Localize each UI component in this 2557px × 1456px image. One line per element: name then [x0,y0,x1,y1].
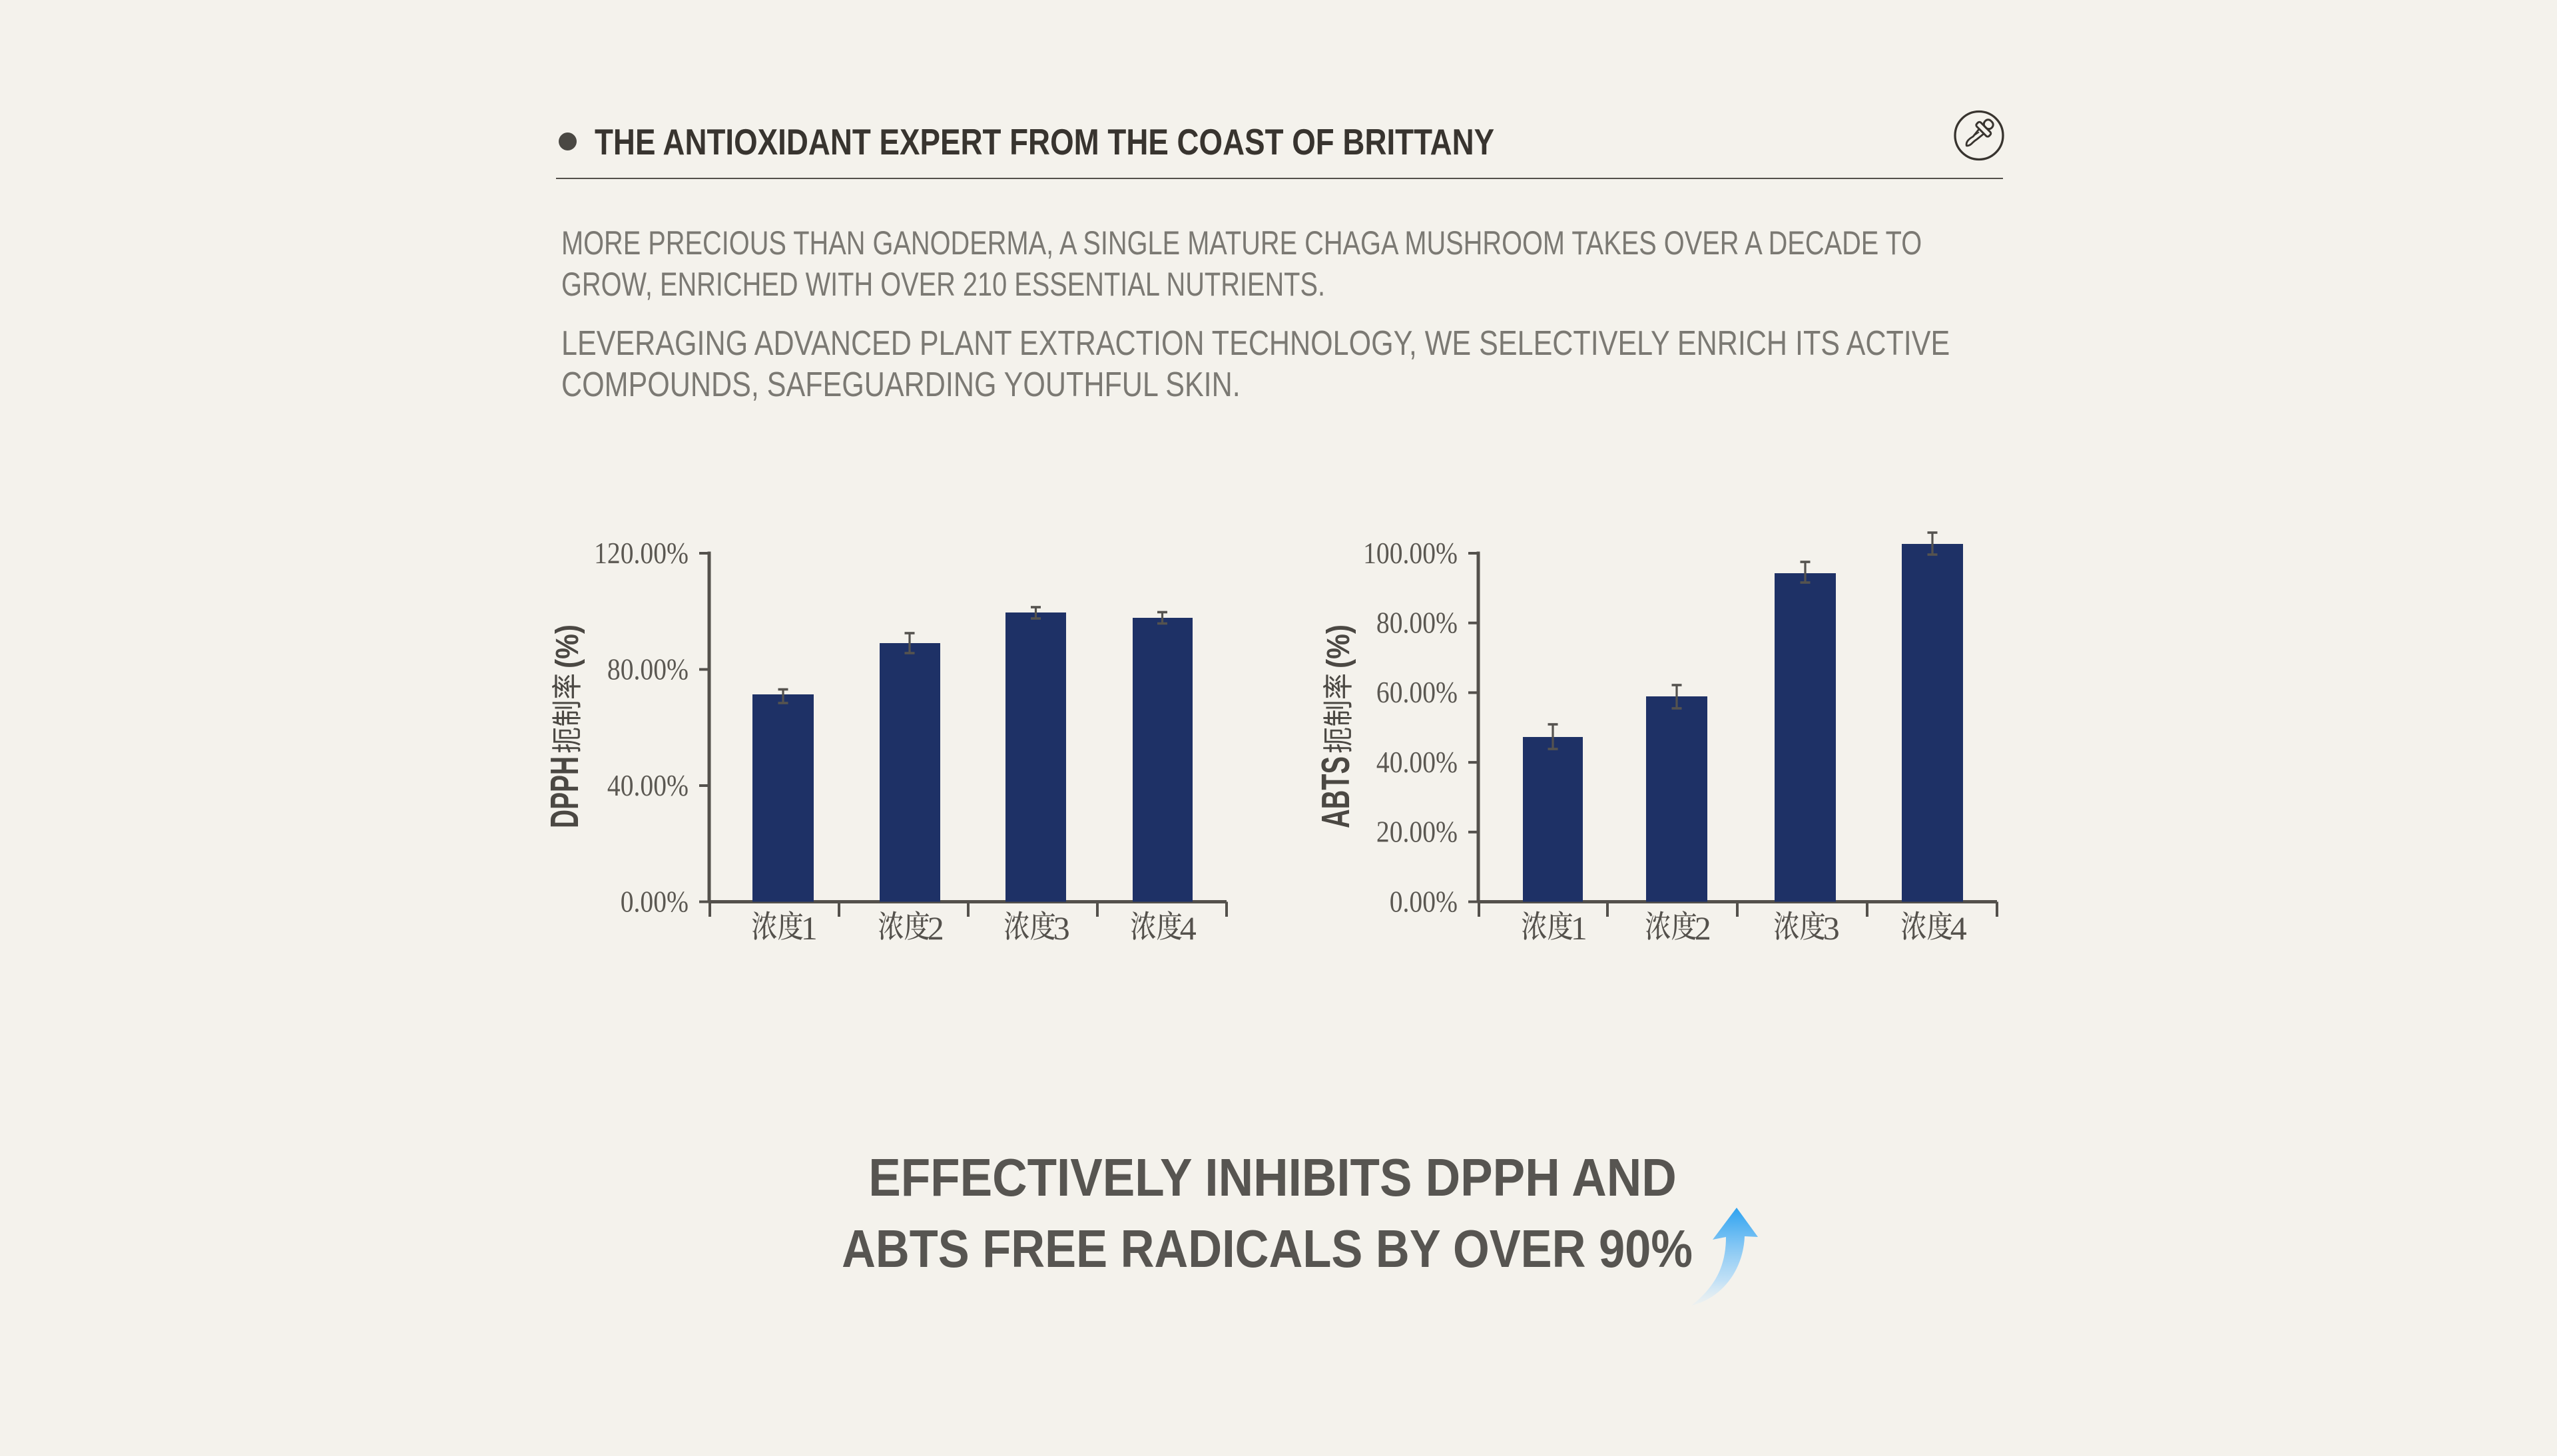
svg-text:3: 3 [1823,909,1840,947]
svg-text:DPPH: DPPH [543,756,587,828]
svg-text:3: 3 [1053,909,1070,947]
svg-text:2: 2 [928,909,944,947]
svg-text:100.00%: 100.00% [1363,537,1458,571]
svg-text:120.00%: 120.00% [594,537,689,571]
svg-text:0.00%: 0.00% [1390,885,1458,919]
svg-text:20.00%: 20.00% [1376,816,1458,849]
svg-text:2: 2 [1695,909,1711,947]
svg-text:60.00%: 60.00% [1376,676,1458,710]
svg-text:ABTS: ABTS [1314,756,1358,828]
svg-text:0.00%: 0.00% [621,885,689,919]
svg-text:(%): (%) [550,624,585,668]
svg-text:1: 1 [1571,909,1587,947]
svg-text:1: 1 [801,909,818,947]
svg-text:80.00%: 80.00% [1376,607,1458,640]
svg-text:4: 4 [1950,909,1967,947]
svg-text:(%): (%) [1321,624,1356,668]
svg-text:80.00%: 80.00% [607,653,689,686]
svg-text:4: 4 [1180,909,1197,947]
svg-text:40.00%: 40.00% [1376,746,1458,780]
svg-text:40.00%: 40.00% [607,770,689,803]
